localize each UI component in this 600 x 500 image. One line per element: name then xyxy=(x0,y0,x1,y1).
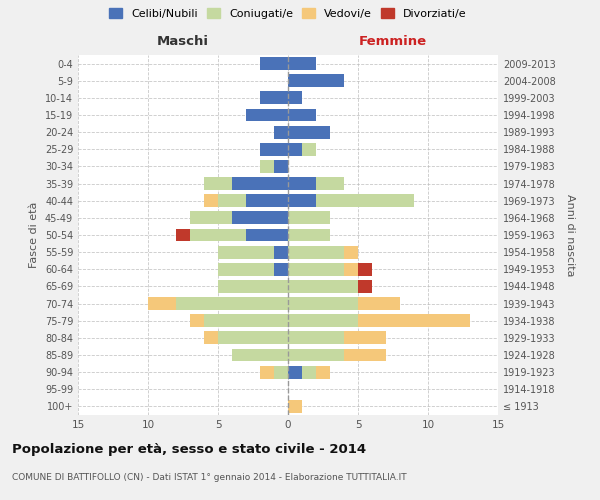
Bar xyxy=(316,194,414,207)
Bar xyxy=(358,263,372,276)
Bar xyxy=(218,332,288,344)
Bar xyxy=(274,160,288,173)
Bar xyxy=(344,332,386,344)
Bar xyxy=(288,177,316,190)
Bar xyxy=(204,194,218,207)
Bar xyxy=(288,194,316,207)
Bar xyxy=(274,263,288,276)
Text: Popolazione per età, sesso e stato civile - 2014: Popolazione per età, sesso e stato civil… xyxy=(12,442,366,456)
Text: Maschi: Maschi xyxy=(157,35,209,48)
Bar xyxy=(232,177,288,190)
Bar xyxy=(288,108,316,122)
Text: COMUNE DI BATTIFOLLO (CN) - Dati ISTAT 1° gennaio 2014 - Elaborazione TUTTITALIA: COMUNE DI BATTIFOLLO (CN) - Dati ISTAT 1… xyxy=(12,472,407,482)
Bar xyxy=(288,366,302,378)
Y-axis label: Anni di nascita: Anni di nascita xyxy=(565,194,575,276)
Y-axis label: Fasce di età: Fasce di età xyxy=(29,202,39,268)
Bar xyxy=(288,280,358,293)
Bar xyxy=(190,228,246,241)
Bar xyxy=(302,366,316,378)
Bar xyxy=(274,126,288,138)
Bar xyxy=(274,366,288,378)
Bar xyxy=(358,314,470,327)
Bar xyxy=(302,143,316,156)
Bar xyxy=(316,366,330,378)
Bar xyxy=(218,280,288,293)
Bar xyxy=(218,246,274,258)
Bar xyxy=(246,194,288,207)
Bar xyxy=(288,332,344,344)
Bar xyxy=(176,297,288,310)
Bar xyxy=(344,263,358,276)
Bar xyxy=(246,228,288,241)
Bar xyxy=(204,177,232,190)
Bar xyxy=(316,177,344,190)
Bar xyxy=(232,348,288,362)
Bar xyxy=(218,263,274,276)
Bar xyxy=(190,212,232,224)
Bar xyxy=(246,108,288,122)
Legend: Celibi/Nubili, Coniugati/e, Vedovi/e, Divorziati/e: Celibi/Nubili, Coniugati/e, Vedovi/e, Di… xyxy=(109,8,467,19)
Bar xyxy=(218,194,246,207)
Bar xyxy=(288,212,330,224)
Bar xyxy=(288,92,302,104)
Bar xyxy=(288,246,344,258)
Bar xyxy=(288,57,316,70)
Bar xyxy=(260,160,274,173)
Bar xyxy=(204,314,288,327)
Bar xyxy=(148,297,176,310)
Bar xyxy=(288,263,344,276)
Bar xyxy=(288,74,344,87)
Bar xyxy=(260,143,288,156)
Text: Femmine: Femmine xyxy=(359,35,427,48)
Bar xyxy=(260,57,288,70)
Bar xyxy=(288,297,358,310)
Bar xyxy=(288,143,302,156)
Bar xyxy=(358,297,400,310)
Bar xyxy=(344,348,386,362)
Bar xyxy=(260,366,274,378)
Bar xyxy=(344,246,358,258)
Bar xyxy=(288,314,358,327)
Bar xyxy=(274,246,288,258)
Bar xyxy=(288,348,344,362)
Bar xyxy=(190,314,204,327)
Bar xyxy=(260,92,288,104)
Bar xyxy=(288,400,302,413)
Bar xyxy=(232,212,288,224)
Bar xyxy=(288,228,330,241)
Bar xyxy=(288,126,330,138)
Bar xyxy=(176,228,190,241)
Bar xyxy=(204,332,218,344)
Bar xyxy=(358,280,372,293)
